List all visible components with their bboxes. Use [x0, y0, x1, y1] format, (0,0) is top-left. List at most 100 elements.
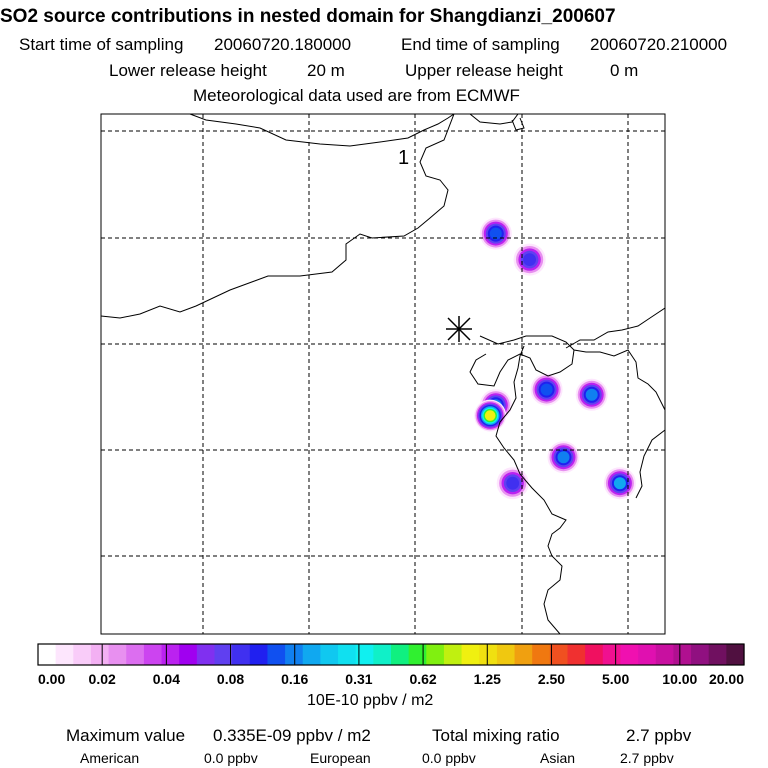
colorbar-segment	[514, 644, 533, 665]
colorbar-tick-label: 0.00	[38, 671, 65, 687]
start-time-value: 20060720.180000	[214, 35, 352, 54]
boundary-line	[469, 349, 575, 387]
colorbar-segment	[338, 644, 357, 665]
colorbar-segment	[232, 644, 251, 665]
boundary-line	[565, 307, 665, 349]
plume-ring	[523, 253, 536, 266]
colorbar-segment	[549, 644, 569, 665]
colorbar-segment	[126, 644, 145, 665]
map-background	[101, 114, 665, 634]
colorbar-segment	[638, 644, 657, 665]
colorbar-segment	[55, 644, 74, 665]
boundary-line	[479, 335, 665, 411]
receptor-marker	[446, 316, 472, 342]
lower-height-label: Lower release height	[109, 61, 267, 80]
region-value-asian: 2.7 ppbv	[620, 750, 674, 766]
end-time-label: End time of sampling	[401, 35, 560, 54]
graticule	[101, 114, 665, 634]
colorbar-segment	[620, 644, 639, 665]
end-time-value: 20060720.210000	[590, 35, 728, 54]
colorbar-segment	[673, 644, 692, 665]
colorbar-segment	[726, 644, 745, 665]
region-name-european: European	[310, 750, 371, 766]
colorbar-segment	[567, 644, 586, 665]
plume-ring	[585, 388, 598, 401]
colorbar-segment	[391, 644, 410, 665]
region-name-american: American	[80, 750, 140, 766]
boundary-line	[635, 429, 665, 499]
colorbar-segment	[179, 644, 198, 665]
chart-title: SO2 source contributions in nested domai…	[0, 6, 616, 27]
colorbar-segment	[214, 644, 233, 665]
plume	[513, 243, 546, 276]
colorbar-tick-labels: 0.00 0.02 0.04 0.08 0.16 0.31 0.62 1.25 2.50 5.00…	[38, 671, 744, 687]
plume	[530, 373, 563, 406]
colorbar-tick-label: 0.31	[345, 671, 372, 687]
colorbar-segment	[373, 644, 392, 665]
plume	[479, 217, 512, 250]
colorbar-tick-label: 5.00	[602, 671, 629, 687]
colorbar-segment	[267, 644, 286, 665]
region-name-asian: Asian	[540, 750, 576, 766]
colorbar-segment	[602, 644, 622, 665]
colorbar-segment	[285, 644, 304, 665]
total-mixing-label: Total mixing ratio	[432, 726, 560, 745]
colorbar-segment	[443, 644, 463, 665]
colorbar-segment	[90, 644, 110, 665]
boundary-line	[101, 114, 455, 319]
boundary-line	[495, 345, 567, 634]
plume-ring	[489, 227, 502, 240]
colorbar-segment	[143, 644, 163, 665]
boundary-line	[469, 114, 519, 125]
colorbar-tick-label: 0.62	[409, 671, 436, 687]
colorbar-segment	[426, 644, 445, 665]
plume-ring	[557, 451, 570, 464]
plume-ring	[506, 476, 520, 490]
colorbar-segment	[532, 644, 551, 665]
coastline-boundaries	[101, 114, 665, 634]
plume-ring	[540, 383, 553, 396]
plume	[474, 399, 507, 432]
colorbar-segment	[479, 644, 498, 665]
colorbar-tick-label: 0.08	[217, 671, 244, 687]
colorbar-segment	[38, 644, 57, 665]
total-mixing-value: 2.7 ppbv	[626, 726, 692, 745]
plume	[575, 378, 608, 411]
colorbar-segment	[461, 644, 480, 665]
colorbar-tick-label: 0.16	[281, 671, 308, 687]
colorbar	[38, 644, 745, 665]
colorbar-segment	[196, 644, 216, 665]
plume	[547, 441, 580, 474]
upper-height-label: Upper release height	[405, 61, 563, 80]
colorbar-segment	[108, 644, 127, 665]
plume-ring	[484, 410, 496, 421]
maximum-label: Maximum value	[66, 726, 186, 745]
colorbar-segment	[691, 644, 710, 665]
plume	[496, 467, 529, 500]
boundary-line	[189, 114, 455, 147]
colorbar-tick-label: 1.25	[474, 671, 501, 687]
plume-ring	[613, 477, 626, 490]
colorbar-tick-label: 2.50	[538, 671, 565, 687]
colorbar-tick-label: 0.04	[153, 671, 180, 687]
colorbar-segment	[585, 644, 604, 665]
colorbar-segment	[320, 644, 339, 665]
region-value-american: 0.0 ppbv	[204, 750, 258, 766]
met-data-note: Meteorological data used are from ECMWF	[193, 86, 520, 105]
colorbar-segment	[249, 644, 269, 665]
colorbar-frame	[37, 643, 745, 666]
colorbar-segment	[355, 644, 374, 665]
colorbar-segment	[302, 644, 321, 665]
start-time-label: Start time of sampling	[19, 35, 184, 54]
region-value-european: 0.0 ppbv	[422, 750, 476, 766]
lower-height-value: 20 m	[307, 61, 345, 80]
colorbar-segment	[655, 644, 674, 665]
colorbar-segment	[408, 644, 427, 665]
colorbar-segment	[73, 644, 92, 665]
colorbar-segment	[496, 644, 516, 665]
colorbar-segment	[161, 644, 180, 665]
colorbar-tick-label: 10.00	[662, 671, 697, 687]
maximum-value: 0.335E-09 ppbv / m2	[213, 726, 371, 745]
legend-unit: 10E-10 ppbv / m2	[307, 692, 434, 709]
